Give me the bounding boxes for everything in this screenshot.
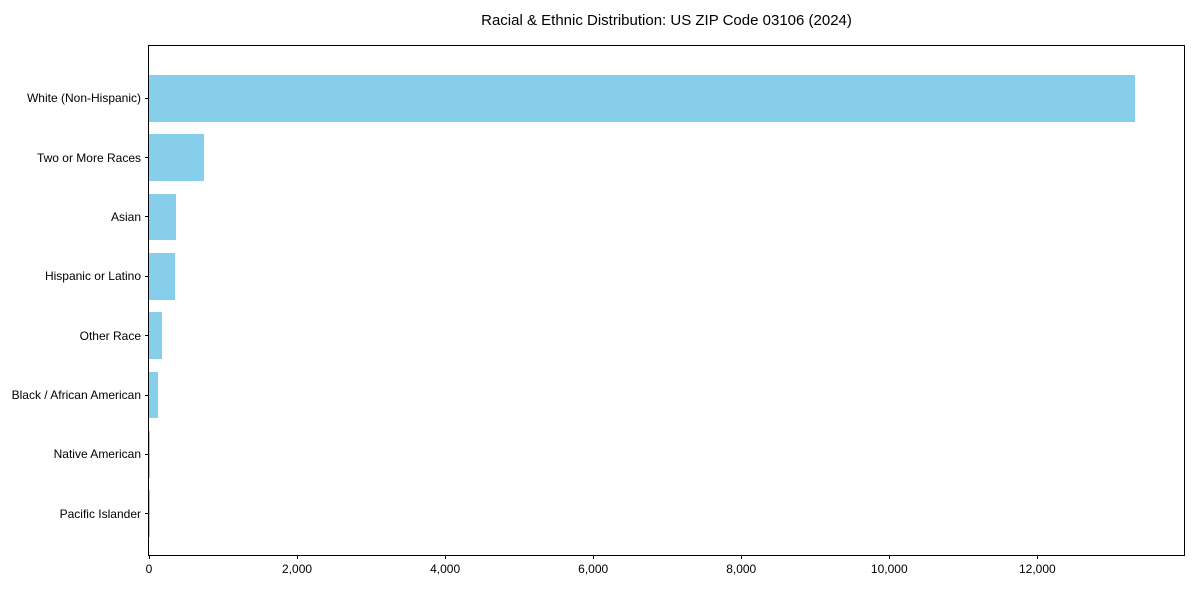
x-axis-tick [148, 555, 150, 559]
bar-native-american [149, 430, 150, 478]
y-axis-tick [145, 453, 149, 455]
y-tick-label-other-race: Other Race [79, 328, 141, 343]
y-tick-label-white-non-hispanic: White (Non-Hispanic) [26, 91, 141, 106]
x-tick-label-10000: 10,000 [870, 562, 908, 576]
x-tick-label-0: 0 [145, 562, 153, 576]
chart-title: Racial & Ethnic Distribution: US ZIP Cod… [481, 12, 852, 29]
y-axis-tick [145, 97, 149, 99]
y-axis-tick [145, 335, 149, 337]
x-axis-tick [592, 555, 594, 559]
x-tick-label-4000: 4,000 [430, 562, 461, 576]
y-tick-label-native-american: Native American [53, 447, 141, 462]
y-tick-label-asian: Asian [110, 209, 141, 224]
y-axis-tick [145, 513, 149, 515]
plot-area: White (Non-Hispanic) Two or More Races Asi… [12, 45, 1185, 576]
x-tick-label-8000: 8,000 [726, 562, 757, 576]
y-tick-label-pacific-islander: Pacific Islander [59, 506, 141, 521]
x-axis-tick [444, 555, 446, 559]
y-tick-label-hispanic-or-latino: Hispanic or Latino [44, 269, 141, 284]
x-tick-label-2000: 2,000 [282, 562, 313, 576]
y-tick-label-two-or-more-races: Two or More Races [36, 150, 141, 165]
bar-asian [149, 193, 177, 241]
y-tick-label-black-african-american: Black / African American [11, 388, 141, 403]
x-tick-label-12000: 12,000 [1018, 562, 1056, 576]
y-axis-tick [145, 275, 149, 277]
x-axis-tick [1036, 555, 1038, 559]
bar-two-or-more-races [149, 134, 205, 182]
bar-black-african-american [149, 371, 158, 419]
bar-hispanic-or-latino [149, 252, 175, 300]
bar-white-non-hispanic [149, 74, 1135, 122]
bar-other-race [149, 312, 162, 360]
y-axis-tick [145, 157, 149, 159]
x-axis-tick [888, 555, 890, 559]
x-tick-label-6000: 6,000 [578, 562, 609, 576]
y-axis-tick [145, 394, 149, 396]
x-axis-tick [740, 555, 742, 559]
x-axis-tick [296, 555, 298, 559]
y-axis-tick [145, 216, 149, 218]
